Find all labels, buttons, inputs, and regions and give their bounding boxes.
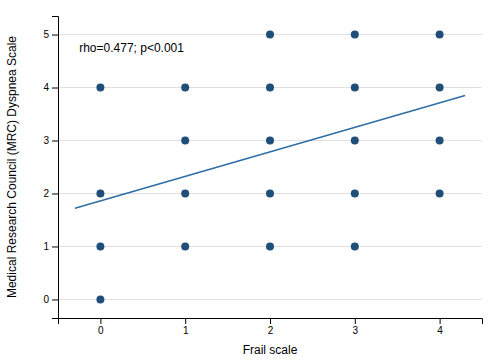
- y-tick-label: 2: [43, 188, 49, 199]
- point: [436, 137, 444, 145]
- chart-container: 0 1 2 3 4 0 1 2 3 4 5 rho=0.477; p<0.001 Frail scale…: [0, 0, 500, 364]
- annotation: rho=0.477; p<0.001: [79, 41, 184, 55]
- y-axis-line: [52, 17, 59, 319]
- point: [181, 242, 189, 250]
- y-tick-label: 1: [43, 241, 49, 252]
- point: [351, 242, 359, 250]
- y-tick-mark: [52, 88, 58, 89]
- x-tick-mark: [355, 318, 356, 324]
- x-tick: 1: [183, 318, 189, 336]
- point: [436, 189, 444, 197]
- x-tick: 3: [353, 318, 359, 336]
- y-tick: 5: [43, 29, 58, 40]
- point: [266, 31, 274, 39]
- y-tick: 2: [43, 188, 58, 199]
- y-tick: 0: [43, 294, 58, 305]
- x-tick-mark: [185, 318, 186, 324]
- plot-area: 0 1 2 3 4 0 1 2 3 4 5 rho=0.477; p<0.001: [43, 17, 482, 337]
- point: [266, 84, 274, 92]
- x-tick-label: 4: [437, 325, 443, 336]
- y-tick-mark: [52, 141, 58, 142]
- grid: [58, 35, 482, 300]
- point: [96, 84, 104, 92]
- point: [96, 295, 104, 303]
- marks: [75, 31, 465, 304]
- y-axis: 0 1 2 3 4 5: [43, 17, 58, 319]
- point: [436, 31, 444, 39]
- point: [436, 84, 444, 92]
- point: [351, 137, 359, 145]
- point: [181, 84, 189, 92]
- x-tick: 2: [268, 318, 274, 336]
- y-tick: 3: [43, 135, 58, 146]
- point: [351, 31, 359, 39]
- x-tick-label: 3: [353, 325, 359, 336]
- y-tick-label: 0: [43, 294, 49, 305]
- point: [181, 137, 189, 145]
- y-tick-mark: [52, 246, 58, 247]
- x-tick: 0: [98, 318, 104, 336]
- x-tick-label: 0: [98, 325, 104, 336]
- y-tick: 4: [43, 82, 58, 93]
- y-tick-label: 3: [43, 135, 49, 146]
- x-tick-mark: [100, 318, 101, 324]
- point: [96, 242, 104, 250]
- y-tick-label: 5: [43, 29, 49, 40]
- y-tick-mark: [52, 35, 58, 36]
- trend-line: [75, 95, 465, 208]
- y-tick-label: 4: [43, 82, 49, 93]
- point: [266, 189, 274, 197]
- x-tick-label: 1: [183, 325, 189, 336]
- point: [266, 137, 274, 145]
- point: [96, 189, 104, 197]
- x-axis-title: Frail scale: [243, 343, 298, 357]
- point: [266, 242, 274, 250]
- x-tick-label: 2: [268, 325, 274, 336]
- y-tick: 1: [43, 241, 58, 252]
- points: [96, 31, 443, 304]
- point: [351, 84, 359, 92]
- x-axis-line: [59, 319, 483, 325]
- x-tick-mark: [270, 318, 271, 324]
- y-tick-mark: [52, 193, 58, 194]
- x-tick: 4: [437, 318, 443, 336]
- y-tick-mark: [52, 299, 58, 300]
- grid-line: [58, 299, 482, 300]
- point: [181, 189, 189, 197]
- point: [351, 189, 359, 197]
- chart-svg: 0 1 2 3 4 0 1 2 3 4 5 rho=0.477; p<0.001 Frail scale…: [0, 0, 500, 364]
- x-axis: 0 1 2 3 4: [59, 318, 483, 336]
- x-tick-mark: [440, 318, 441, 324]
- y-axis-title: Medical Research Council (MRC) Dyspnea S…: [5, 36, 19, 298]
